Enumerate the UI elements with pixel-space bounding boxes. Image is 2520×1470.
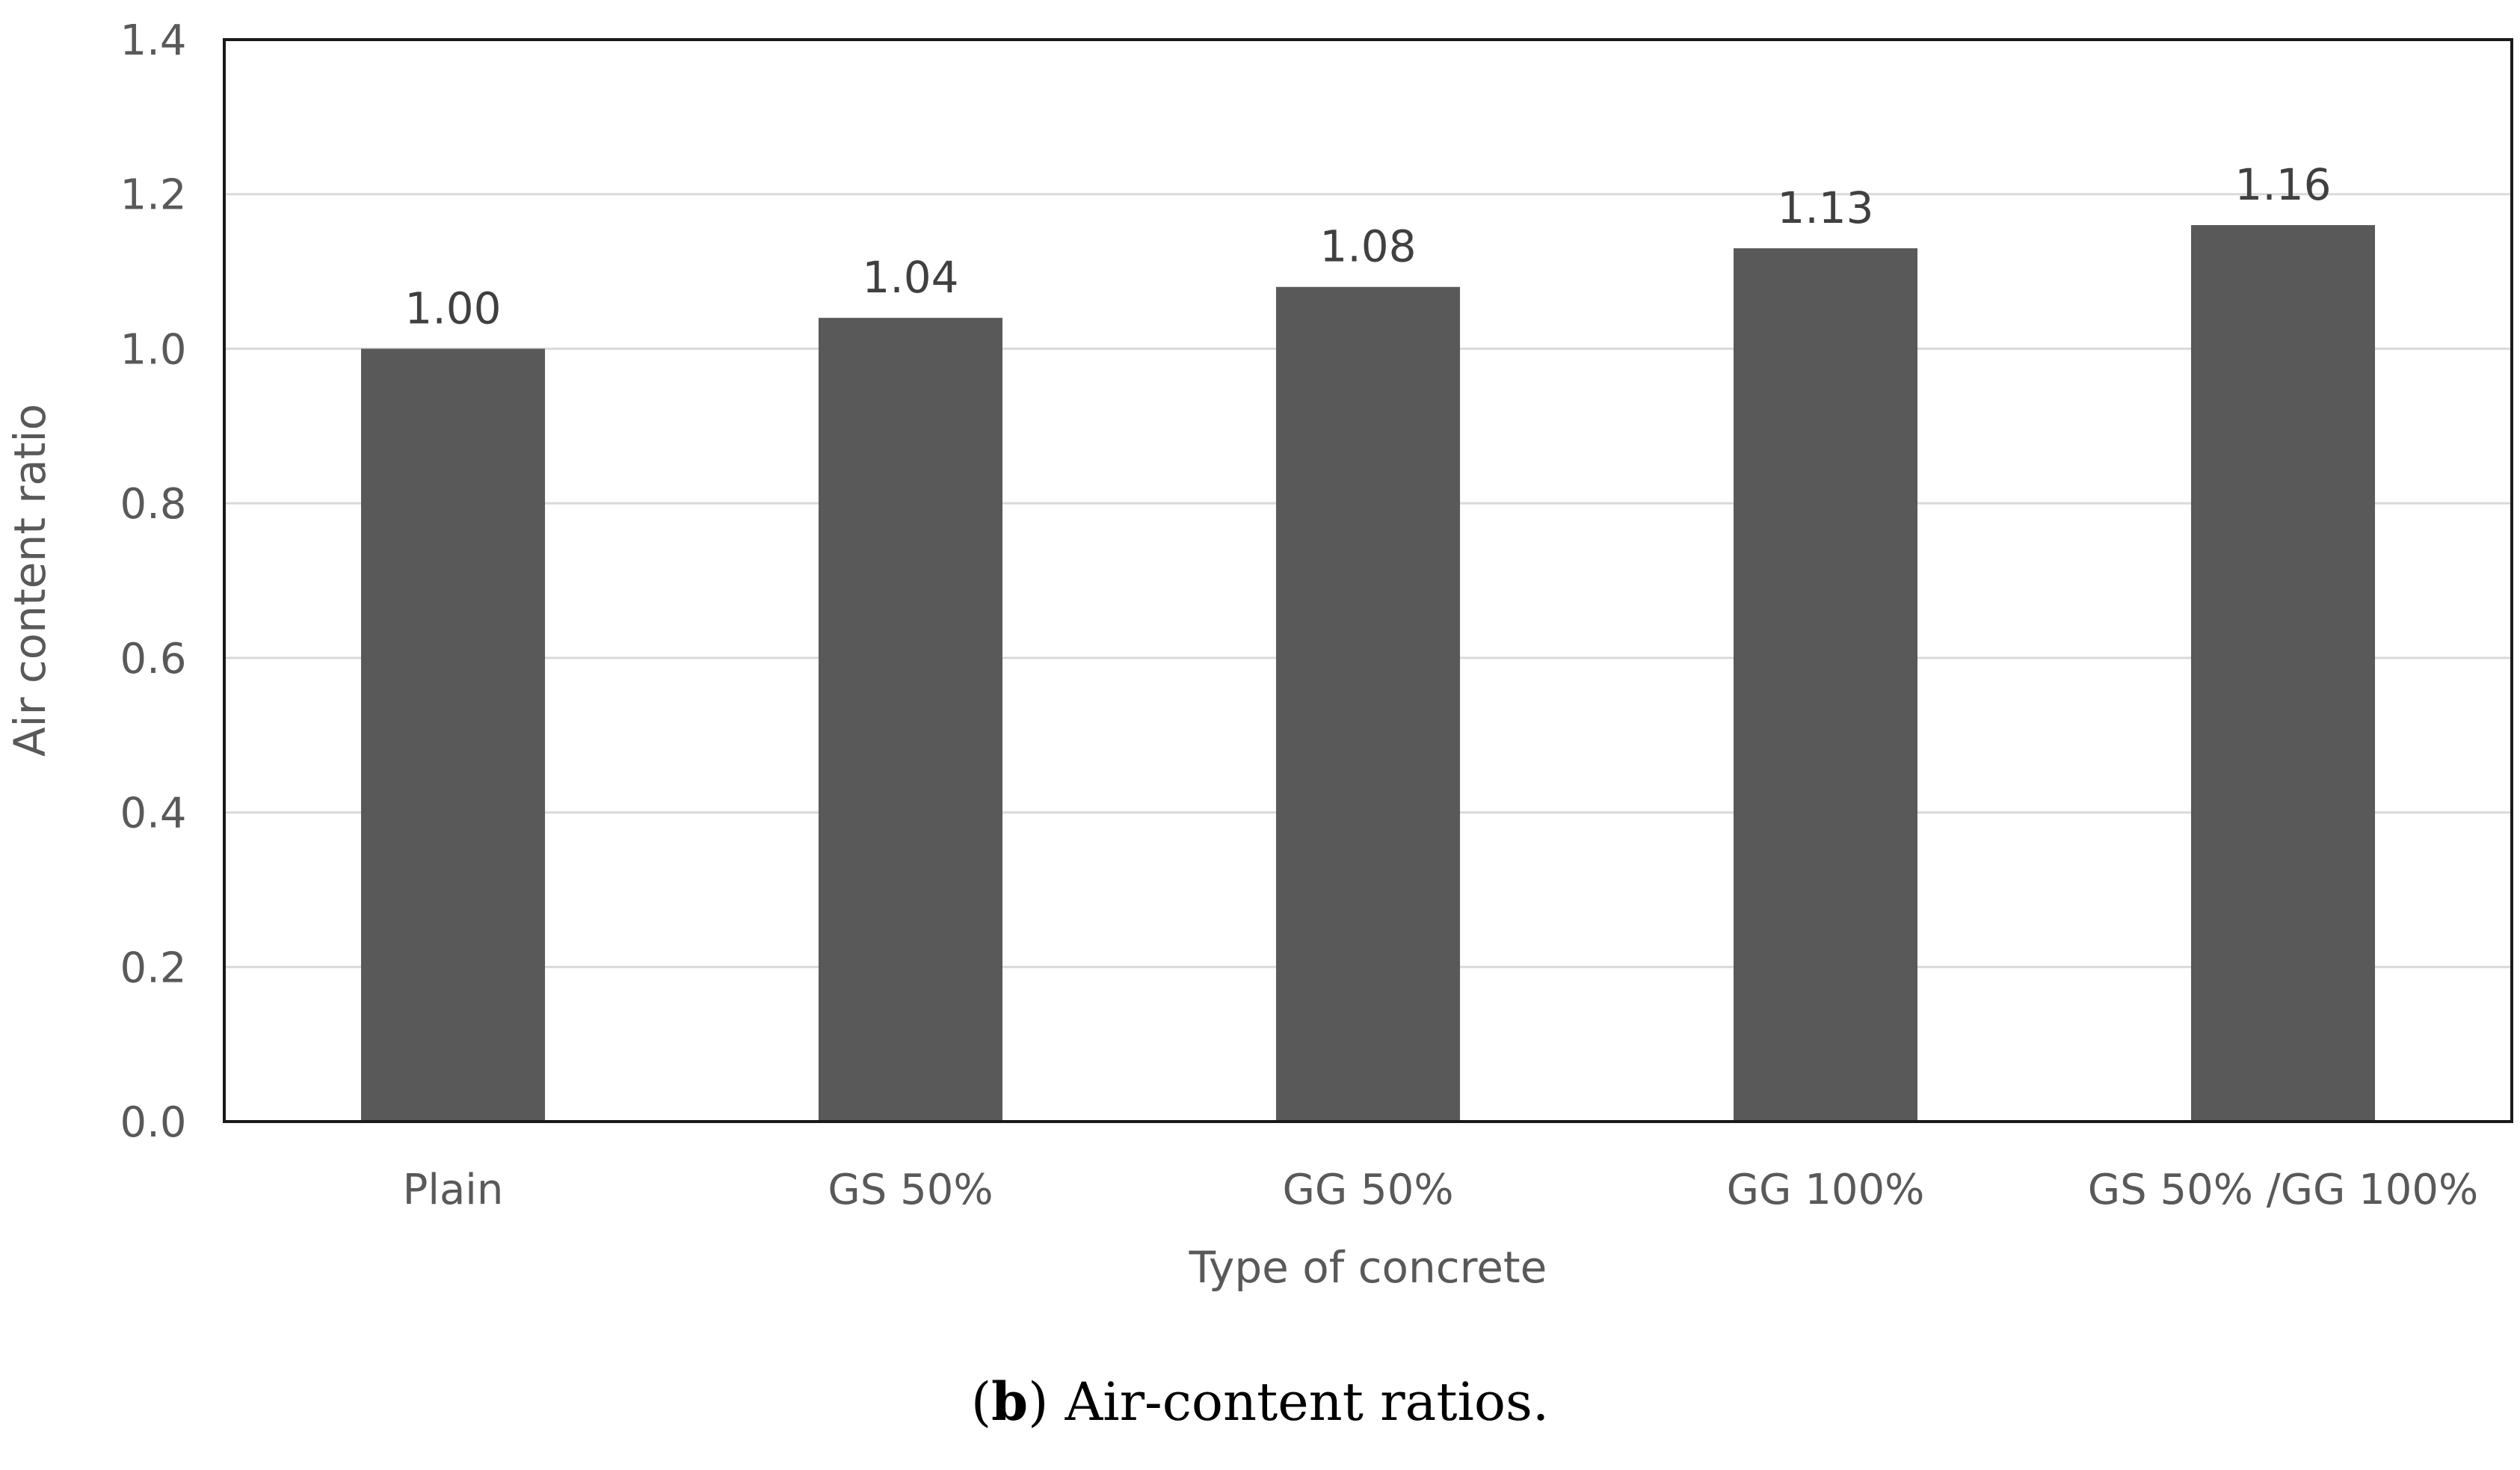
y-tick-label: 0.8 — [120, 480, 186, 529]
y-tick-label: 0.0 — [120, 1098, 186, 1147]
bar-value-label: 1.00 — [404, 283, 501, 333]
x-tick-label: GG 100% — [1727, 1166, 1925, 1214]
bar-value-label: 1.16 — [2234, 159, 2331, 210]
bar-value-label: 1.08 — [1319, 221, 1416, 272]
bar — [1275, 286, 1461, 1122]
x-tick-label: GG 50% — [1282, 1166, 1453, 1214]
caption-letter: b — [991, 1371, 1029, 1433]
bar-chart: 1.00 1.04 1.08 1.13 1.16 0.0 0.2 0.4 0.6 0.8 1.0 1… — [4, 16, 2513, 1293]
y-tick-label: 1.2 — [120, 171, 186, 220]
bar-value-label: 1.13 — [1777, 182, 1873, 233]
bar — [2190, 225, 2376, 1122]
caption-text: Air-content ratios. — [1048, 1371, 1550, 1433]
y-tick-label: 1.0 — [120, 325, 186, 374]
x-axis-ticks: Plain GS 50% GG 50% GG 100% GS 50% /GG 100% — [403, 1166, 2479, 1214]
data-labels: 1.00 1.04 1.08 1.13 1.16 — [404, 159, 2331, 333]
y-tick-label: 0.4 — [120, 790, 186, 838]
caption-open-paren: ( — [970, 1371, 992, 1433]
bars — [360, 225, 2376, 1122]
y-tick-label: 0.6 — [120, 635, 186, 683]
x-axis-title: Type of concrete — [1189, 1242, 1547, 1293]
x-tick-label: GS 50% /GG 100% — [2088, 1166, 2479, 1214]
caption-close-paren: ) — [1028, 1371, 1049, 1433]
figure-caption: (b) Air-content ratios. — [0, 1376, 2520, 1429]
y-tick-label: 1.4 — [120, 16, 186, 65]
y-tick-label: 0.2 — [120, 944, 186, 992]
y-axis-title: Air content ratio — [4, 404, 55, 757]
x-tick-label: Plain — [403, 1166, 504, 1214]
bar — [360, 348, 546, 1122]
bar — [1733, 248, 1918, 1122]
bar — [818, 318, 1003, 1122]
y-axis-ticks: 0.0 0.2 0.4 0.6 0.8 1.0 1.2 1.4 — [120, 16, 186, 1147]
bar-value-label: 1.04 — [862, 252, 958, 303]
plot-area-border — [223, 38, 2513, 1123]
x-tick-label: GS 50% — [828, 1166, 993, 1214]
